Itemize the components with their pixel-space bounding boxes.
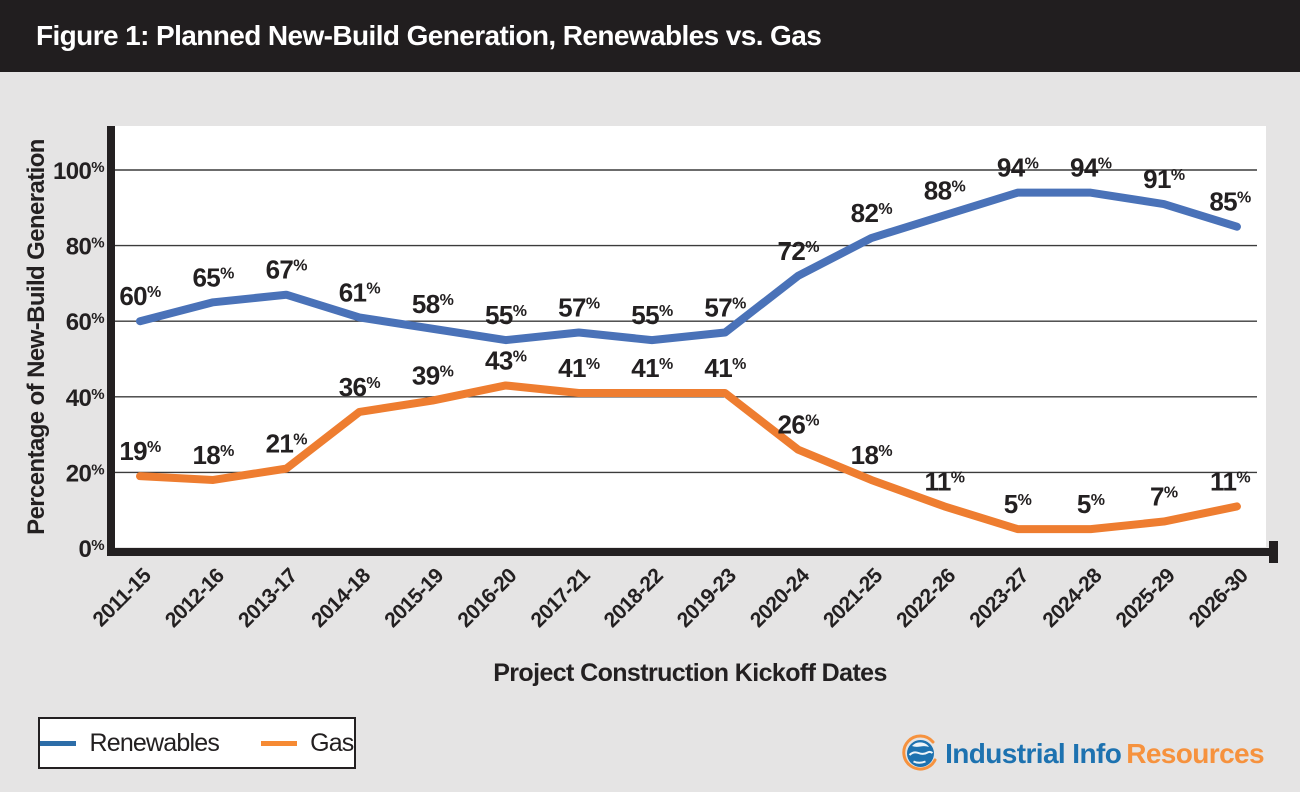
legend-label-renewables: Renewables bbox=[89, 728, 220, 757]
y-tick-label: 60% bbox=[66, 309, 105, 336]
x-axis-title: Project Construction Kickoff Dates bbox=[493, 659, 887, 687]
renewables-data-label: 61% bbox=[339, 277, 381, 307]
renewables-data-label: 55% bbox=[631, 300, 673, 330]
x-tick-label: 2018-22 bbox=[600, 564, 668, 632]
data-labels: 60% 65% 67% 61% 58% 55% 57% 55% 57% 72% 82% 88% 94% 9… bbox=[119, 153, 1251, 519]
renewables-data-label: 91% bbox=[1143, 164, 1185, 194]
x-tick-label: 2021-25 bbox=[819, 564, 887, 632]
gas-data-label: 18% bbox=[851, 440, 893, 470]
brand-logo: Industrial Info Resources bbox=[900, 734, 1265, 774]
renewables-data-label: 72% bbox=[777, 236, 819, 266]
gas-line-swatch bbox=[261, 740, 298, 746]
x-axis-end-cap bbox=[1269, 541, 1278, 563]
x-tick-label: 2014-18 bbox=[307, 564, 375, 632]
legend: Renewables Gas bbox=[38, 717, 356, 769]
gas-line bbox=[136, 381, 1241, 534]
renewables-data-label: 94% bbox=[1070, 153, 1112, 183]
x-tick-label: 2017-21 bbox=[527, 564, 595, 632]
x-axis-line bbox=[107, 548, 1276, 556]
globe-icon bbox=[902, 734, 937, 771]
gas-data-label: 19% bbox=[119, 436, 161, 466]
renewables-data-label: 94% bbox=[997, 153, 1039, 183]
renewables-data-label: 67% bbox=[266, 255, 308, 285]
y-axis-line bbox=[107, 126, 115, 556]
renewables-data-label: 88% bbox=[924, 175, 966, 205]
x-tick-label: 2011-15 bbox=[89, 564, 157, 632]
gas-data-label: 41% bbox=[704, 353, 746, 383]
x-tick-label: 2015-19 bbox=[380, 564, 448, 632]
gas-data-label: 41% bbox=[558, 353, 600, 383]
gas-data-label: 41% bbox=[631, 353, 673, 383]
y-tick-label: 100% bbox=[53, 158, 104, 185]
gas-data-label: 7% bbox=[1150, 482, 1178, 512]
renewables-data-label: 57% bbox=[558, 293, 600, 323]
legend-label-gas: Gas bbox=[310, 728, 354, 757]
y-tick-label: 0% bbox=[79, 536, 105, 563]
figure-title-bar: Figure 1: Planned New-Build Generation, … bbox=[0, 0, 1300, 72]
renewables-line-swatch bbox=[40, 740, 77, 746]
brand-name-primary: Industrial Info bbox=[945, 738, 1122, 769]
x-tick-label: 2024-28 bbox=[1038, 564, 1106, 632]
brand-name-secondary: Resources bbox=[1126, 738, 1264, 769]
renewables-data-label: 60% bbox=[119, 281, 161, 311]
y-tick-labels: 0% 20% 40% 60% 80% 100% bbox=[53, 158, 105, 563]
x-tick-label: 2020-24 bbox=[746, 564, 814, 632]
gas-data-label: 43% bbox=[485, 345, 527, 375]
y-tick-label: 20% bbox=[66, 460, 105, 487]
gas-data-label: 21% bbox=[266, 429, 308, 459]
x-tick-label: 2025-29 bbox=[1112, 564, 1180, 632]
renewables-data-label: 65% bbox=[192, 262, 234, 292]
gas-data-label: 5% bbox=[1077, 489, 1105, 519]
legend-item-renewables: Renewables bbox=[40, 728, 220, 758]
x-tick-label: 2022-26 bbox=[892, 564, 960, 632]
gas-data-label: 11% bbox=[924, 466, 964, 496]
x-tick-labels: 2011-15 2012-16 2013-17 2014-18 2015-19 2016-… bbox=[89, 564, 1253, 632]
gas-data-label: 36% bbox=[339, 372, 381, 402]
gas-data-label: 5% bbox=[1004, 489, 1032, 519]
renewables-data-label: 57% bbox=[704, 293, 746, 323]
renewables-data-label: 85% bbox=[1209, 187, 1251, 217]
y-axis-title: Percentage of New-Build Generation bbox=[23, 139, 50, 535]
renewables-data-label: 55% bbox=[485, 300, 527, 330]
renewables-data-label: 82% bbox=[851, 198, 893, 228]
renewables-line bbox=[136, 188, 1241, 345]
legend-item-gas: Gas bbox=[261, 728, 354, 758]
series-lines bbox=[136, 188, 1241, 534]
gas-data-label: 39% bbox=[412, 361, 454, 391]
gas-data-label: 26% bbox=[777, 410, 819, 440]
y-tick-label: 40% bbox=[66, 385, 105, 412]
x-tick-label: 2026-30 bbox=[1185, 564, 1253, 632]
gridlines bbox=[115, 169, 1257, 474]
x-tick-label: 2016-20 bbox=[453, 564, 521, 632]
renewables-data-label: 58% bbox=[412, 289, 454, 319]
figure-title: Figure 1: Planned New-Build Generation, … bbox=[36, 20, 822, 51]
gas-data-label: 11% bbox=[1210, 466, 1250, 496]
x-tick-label: 2012-16 bbox=[161, 564, 229, 632]
x-tick-label: 2013-17 bbox=[234, 564, 302, 632]
gas-data-label: 18% bbox=[192, 440, 234, 470]
x-tick-label: 2019-23 bbox=[673, 564, 741, 632]
x-tick-label: 2023-27 bbox=[965, 564, 1033, 632]
y-tick-label: 80% bbox=[66, 234, 105, 261]
